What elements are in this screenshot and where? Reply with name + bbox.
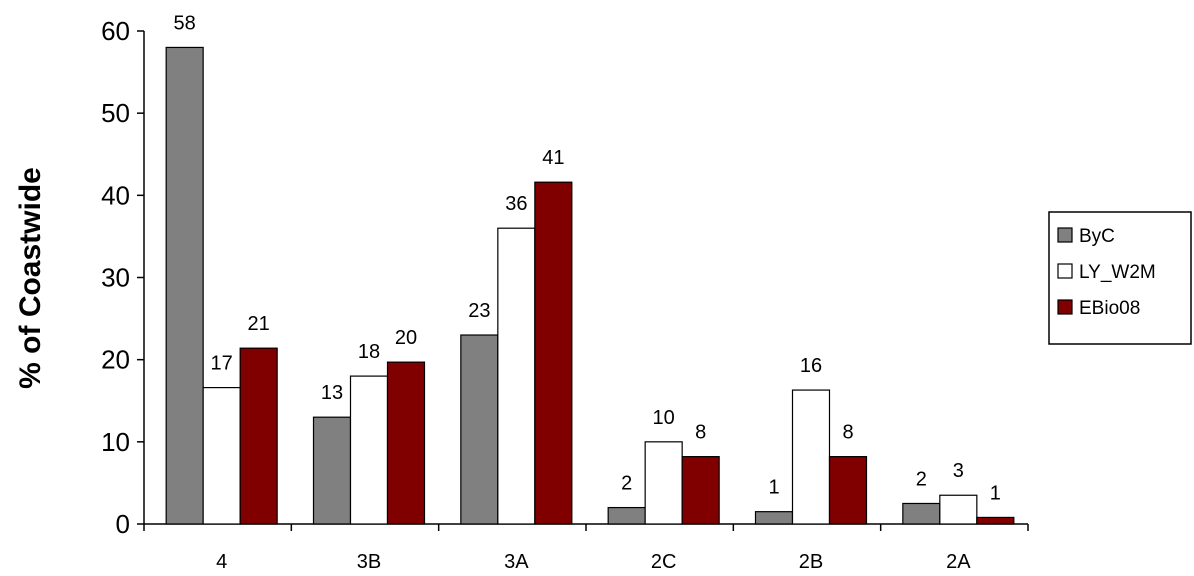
data-label: 8 — [695, 422, 706, 444]
y-tick-label: 40 — [101, 180, 130, 210]
data-label: 1 — [768, 477, 779, 499]
y-axis-title: % of Coastwide — [14, 167, 47, 389]
bar-ly_w2m-2c — [644, 441, 683, 525]
bar-byc-2a — [902, 502, 941, 525]
x-tick-label: 2A — [946, 551, 971, 573]
bar-ebio08-3a — [534, 181, 573, 525]
data-label: 23 — [468, 300, 490, 322]
bar-ly_w2m-4 — [202, 387, 241, 525]
bar-ly_w2m-3b — [349, 375, 389, 525]
bar-byc-4 — [165, 46, 204, 525]
bar-ebio08-2a — [976, 516, 1015, 525]
legend-label: EBio08 — [1079, 298, 1140, 319]
x-tick-label: 2B — [799, 551, 823, 573]
y-tick-label: 10 — [101, 427, 130, 457]
legend-swatch — [1057, 263, 1073, 279]
bar-byc-2c — [607, 506, 646, 525]
bar-byc-2b — [754, 511, 794, 525]
data-label: 17 — [211, 353, 233, 375]
legend-label: LY_W2M — [1079, 262, 1156, 283]
axes: 0 10 20 30 40 50 60 4 3B 3A 2C 2B 2A — [101, 16, 1029, 573]
y-tick-label: 0 — [116, 509, 130, 539]
data-label: 58 — [174, 12, 196, 34]
y-tick-label: 20 — [101, 345, 130, 375]
data-label: 10 — [653, 407, 675, 429]
bar-ebio08-2b — [828, 456, 868, 525]
bar-ebio08-3b — [386, 361, 426, 525]
x-tick-label: 4 — [216, 551, 227, 573]
data-label: 13 — [321, 382, 343, 404]
data-label: 21 — [248, 313, 270, 335]
legend-swatch — [1057, 227, 1073, 243]
bar-ebio08-2c — [681, 456, 720, 525]
x-tick-label: 2C — [651, 551, 677, 573]
legend-swatch — [1057, 299, 1073, 315]
y-tick-label: 30 — [101, 263, 130, 293]
data-label: 20 — [395, 327, 417, 349]
data-label: 41 — [542, 147, 564, 169]
bar-ly_w2m-3a — [497, 227, 536, 525]
legend: ByC LY_W2M EBio08 — [1048, 211, 1192, 345]
y-tick-label: 50 — [101, 98, 130, 128]
data-label: 8 — [842, 422, 853, 444]
bar-byc-3a — [460, 334, 499, 525]
data-label: 1 — [990, 482, 1001, 504]
data-label: 16 — [800, 355, 822, 377]
bar-ly_w2m-2b — [791, 389, 831, 525]
x-tick-label: 3B — [357, 551, 381, 573]
bar-byc-3b — [312, 416, 352, 525]
x-tick-label: 3A — [504, 551, 529, 573]
bar-ebio08-4 — [239, 347, 278, 525]
y-tick-label: 60 — [101, 16, 130, 46]
legend-label: ByC — [1079, 226, 1115, 247]
data-label: 2 — [621, 473, 632, 495]
legend-box — [1048, 211, 1192, 345]
y-axis-title-group: % of Coastwide — [14, 167, 47, 389]
data-label: 2 — [916, 468, 927, 490]
bar-ly_w2m-2a — [939, 494, 978, 525]
data-label: 3 — [953, 460, 964, 482]
data-label: 36 — [505, 193, 527, 215]
bars — [165, 46, 1015, 525]
data-label: 18 — [358, 341, 380, 363]
